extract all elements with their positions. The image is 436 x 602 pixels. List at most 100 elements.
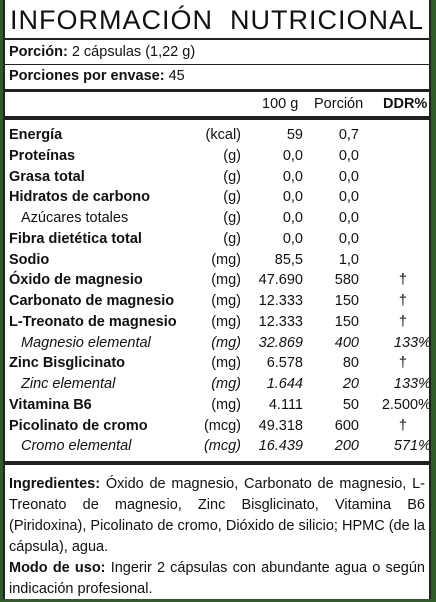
nutrient-name: Zinc Bisglicinato <box>9 355 126 372</box>
ingredients-label: Ingredientes: <box>9 476 101 492</box>
ingredients-text: Ingredientes: Óxido de magnesio, Carbona… <box>9 474 425 558</box>
value-ddr: † <box>398 417 407 434</box>
value-per-portion: 0,0 <box>338 210 359 226</box>
table-row: Fibra dietética total (g) 0,0 0,0 <box>5 229 429 250</box>
servings-value: 45 <box>168 68 185 84</box>
value-per-portion: 0,7 <box>338 127 359 143</box>
table-row: Carbonato de magnesio (mg) 12.333 150 † <box>5 291 429 312</box>
value-ddr: 2.500% <box>381 396 431 413</box>
table-row: Sodio (mg) 85,5 1,0 <box>5 250 429 271</box>
value-per-100g: 1.644 <box>266 376 303 392</box>
nutrient-name: Energía <box>9 127 63 143</box>
nutrient-unit: (mg) <box>211 272 241 289</box>
footer: Ingredientes: Óxido de magnesio, Carbona… <box>9 474 425 600</box>
table-row: L-Treonato de magnesio (mg) 12.333 150 † <box>5 312 429 333</box>
value-per-portion: 580 <box>334 272 359 289</box>
nutrient-name: Carbonato de magnesio <box>9 293 175 309</box>
value-per-portion: 0,0 <box>338 147 359 164</box>
nutrient-name: Proteínas <box>9 147 76 164</box>
nutrient-unit: (mg) <box>211 251 241 268</box>
value-per-portion: 50 <box>342 396 359 413</box>
divider <box>5 38 429 40</box>
nutrient-unit: (mg) <box>211 313 241 330</box>
value-per-100g: 0,0 <box>282 189 303 206</box>
value-per-100g: 16.439 <box>258 438 303 455</box>
nutrient-name: Sodio <box>9 251 50 268</box>
nutrient-name: Azúcares totales <box>21 210 129 226</box>
nutrient-name: Hidratos de carbono <box>9 189 150 206</box>
table-row: Zinc elemental (mg) 1.644 20 133% <box>5 374 431 395</box>
value-per-portion: 200 <box>334 438 359 455</box>
value-per-100g: 0,0 <box>282 147 303 164</box>
value-ddr: † <box>398 355 407 372</box>
value-per-portion: 0,0 <box>338 168 359 185</box>
value-per-100g: 49.318 <box>258 417 303 434</box>
table-row: Grasa total (g) 0,0 0,0 <box>5 167 429 188</box>
divider <box>5 461 429 465</box>
portion-line: Porción: 2 cápsulas (1,22 g) <box>9 42 195 62</box>
value-per-100g: 0,0 <box>282 168 303 185</box>
value-per-100g: 12.333 <box>258 313 303 330</box>
value-per-100g: 32.869 <box>258 334 303 351</box>
table-row: Zinc Bisglicinato (mg) 6.578 80 † <box>5 353 429 374</box>
servings-line: Porciones por envase: 45 <box>9 66 185 86</box>
table-row: Azúcares totales (g) 0,0 0,0 <box>5 208 429 229</box>
table-row: Óxido de magnesio (mg) 47.690 580 † <box>5 270 429 291</box>
value-per-portion: 600 <box>334 417 359 434</box>
value-per-portion: 0,0 <box>338 230 359 247</box>
nutrient-name: Óxido de magnesio <box>9 272 143 289</box>
usage-text: Modo de uso: Ingerir 2 cápsulas con abun… <box>9 558 425 600</box>
nutrition-label: INFORMACIÓN NUTRICIONAL Porción: 2 cápsu… <box>3 0 431 599</box>
usage-label: Modo de uso: <box>9 560 106 576</box>
value-ddr: † <box>398 272 407 289</box>
value-per-100g: 4.111 <box>268 396 303 413</box>
ingredients-list: Óxido de magnesio, Carbonato de magnesio… <box>9 476 426 555</box>
nutrient-name: Magnesio elemental <box>21 334 151 351</box>
nutrient-unit: (g) <box>223 147 241 164</box>
nutrient-unit: (g) <box>223 230 241 247</box>
servings-label: Porciones por envase: <box>9 68 165 84</box>
table-row: Cromo elemental (mcg) 16.439 200 571% <box>5 436 431 457</box>
table-row: Proteínas (g) 0,0 0,0 <box>5 146 429 167</box>
value-per-100g: 0,0 <box>282 230 303 247</box>
table-row: Picolinato de cromo (mcg) 49.318 600 † <box>5 416 429 437</box>
table-row: Vitamina B6 (mg) 4.111 50 2.500% <box>5 395 431 416</box>
nutrient-unit: (mg) <box>211 376 241 392</box>
value-per-portion: 20 <box>342 376 359 392</box>
value-per-portion: 150 <box>334 313 359 330</box>
nutrient-name: Fibra dietética total <box>9 230 142 247</box>
value-ddr: 571% <box>393 438 431 455</box>
portion-value: 2 cápsulas (1,22 g) <box>71 44 196 60</box>
label-title: INFORMACIÓN NUTRICIONAL <box>9 5 424 35</box>
table-row: Hidratos de carbono (g) 0,0 0,0 <box>5 187 429 208</box>
value-per-portion: 80 <box>342 355 359 372</box>
nutrient-name: Grasa total <box>9 168 85 185</box>
divider <box>5 116 429 120</box>
nutrient-unit: (g) <box>223 189 241 206</box>
column-header-portion: Porción <box>314 96 364 112</box>
value-ddr: 133% <box>393 334 431 351</box>
value-per-100g: 0,0 <box>282 210 303 226</box>
value-per-100g: 47.690 <box>258 272 303 289</box>
nutrient-name: Zinc elemental <box>21 376 116 392</box>
nutrient-unit: (mg) <box>211 396 241 413</box>
value-per-100g: 12.333 <box>258 293 303 309</box>
nutrient-unit: (g) <box>223 210 241 226</box>
portion-label: Porción: <box>9 44 68 60</box>
nutrient-unit: (mcg) <box>203 438 241 455</box>
value-per-portion: 0,0 <box>338 189 359 206</box>
nutrient-unit: (kcal) <box>205 127 241 143</box>
nutrient-unit: (g) <box>223 168 241 185</box>
column-header-ddr: DDR% <box>383 96 428 112</box>
value-ddr: † <box>398 293 407 309</box>
value-ddr: 133% <box>393 376 431 392</box>
value-per-100g: 59 <box>286 127 303 143</box>
nutrient-name: Cromo elemental <box>21 438 132 455</box>
nutrient-unit: (mg) <box>211 293 241 309</box>
nutrient-unit: (mg) <box>211 355 241 372</box>
table-row: Energía (kcal) 59 0,7 <box>5 125 429 146</box>
nutrient-name: Picolinato de cromo <box>9 417 148 434</box>
value-per-portion: 150 <box>334 293 359 309</box>
nutrient-name: L-Treonato de magnesio <box>9 313 177 330</box>
value-per-100g: 6.578 <box>266 355 303 372</box>
